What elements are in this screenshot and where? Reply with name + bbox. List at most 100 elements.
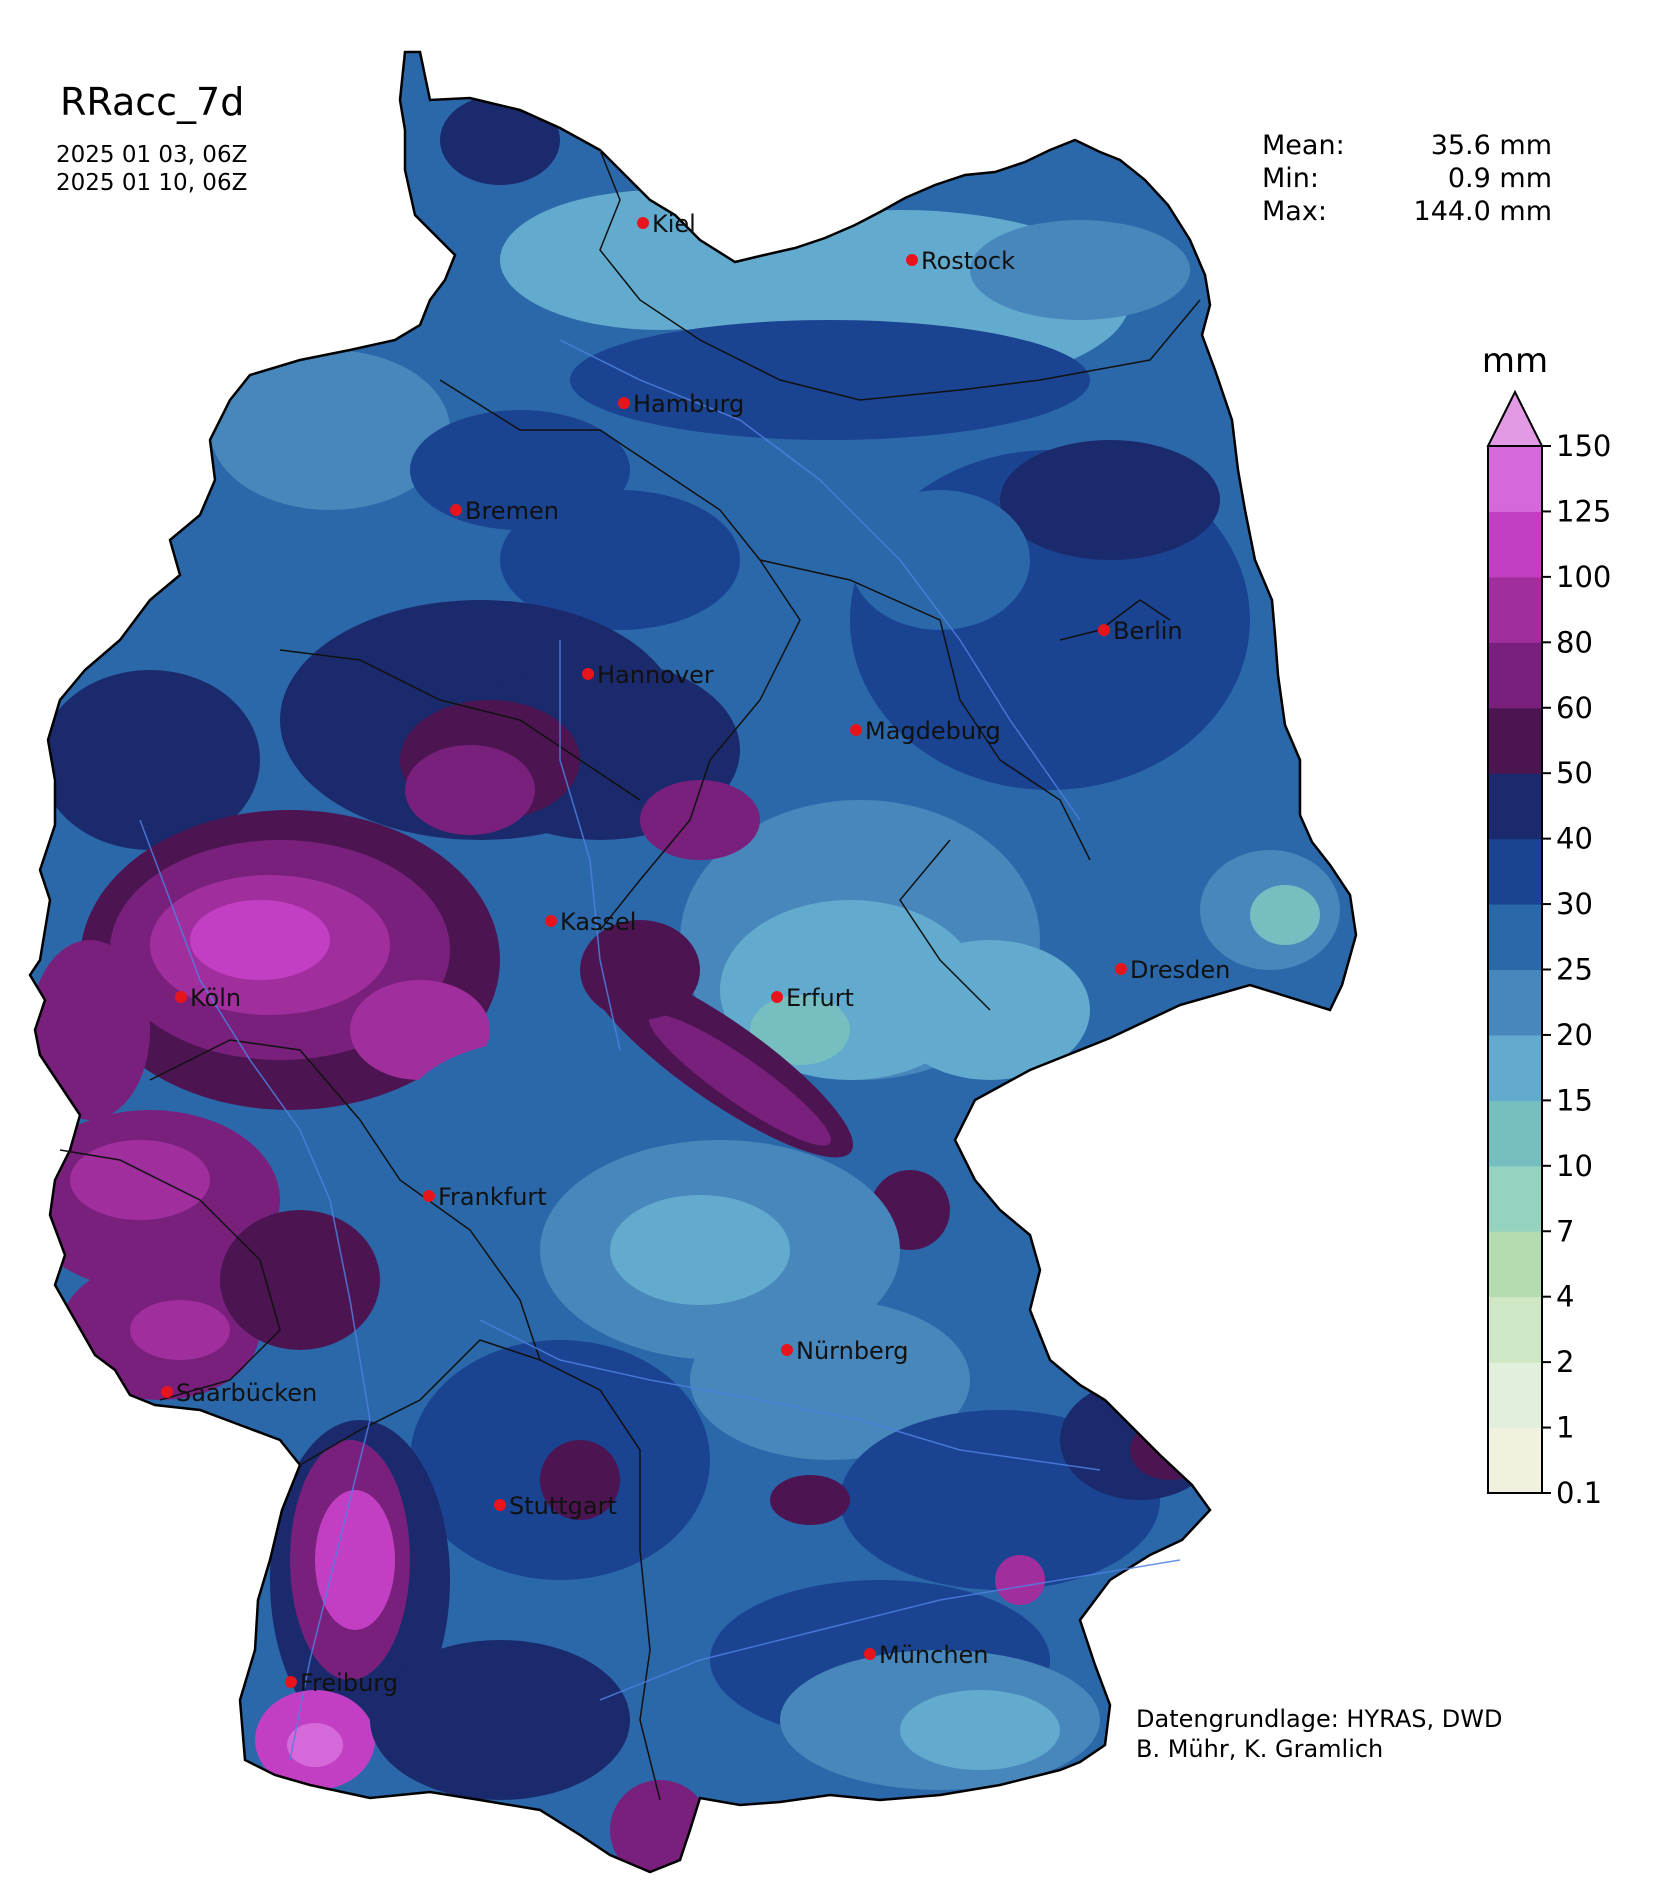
precip-patch [130,1300,230,1360]
colorbar-segment [1488,1231,1542,1298]
colorbar-tick-label: 50 [1556,756,1593,790]
city-label: Stuttgart [509,1492,617,1520]
precip-patch [315,1490,395,1630]
colorbar-segment [1488,642,1542,709]
colorbar-tick-label: 80 [1556,625,1593,659]
stat-label: Max: [1262,196,1327,227]
precip-patch [405,745,535,835]
colorbar-segment [1488,1296,1542,1363]
city-label: Berlin [1113,617,1183,645]
precip-patch [287,1723,343,1767]
city-marker [850,724,862,736]
city-label: Magdeburg [865,717,1001,745]
city-marker [582,668,594,680]
colorbar-extend-triangle [1486,389,1544,447]
colorbar-tick-label: 125 [1556,494,1611,528]
city-label: Freiburg [300,1669,398,1697]
city-marker [906,254,918,266]
city-marker [450,504,462,516]
city-marker [637,217,649,229]
precip-patch [40,670,260,850]
precip-patch [770,1475,850,1525]
city-label: Erfurt [786,984,854,1012]
colorbar-tick-label: 10 [1556,1149,1593,1183]
state-borders [59,149,1201,1801]
colorbar-segment [1488,1362,1542,1429]
stat-label: Min: [1262,163,1320,194]
precip-patch [610,1780,710,1872]
precip-patch [400,1040,680,1200]
colorbar-tick-label: 20 [1556,1018,1593,1052]
city-label: Bremen [465,497,559,525]
precip-patch [690,1300,970,1460]
colorbar-segment [1488,576,1542,643]
colorbar-segment [1488,1100,1542,1167]
precip-patch [370,1640,630,1800]
colorbar-segment [1488,1034,1542,1101]
precip-patch [649,1014,831,1146]
precip-patch [995,1555,1045,1605]
stat-mean: Mean: 35.6 mm [1262,130,1552,163]
city-marker [618,397,630,409]
colorbar-tick-label: 1 [1556,1411,1574,1445]
colorbar-tick-label: 0.1 [1556,1476,1602,1510]
precip-patch [900,1690,1060,1770]
city-label: München [879,1641,989,1669]
colorbar-tick-label: 150 [1556,429,1611,463]
city-marker [1115,963,1127,975]
colorbar-segment [1488,511,1542,578]
city-marker [864,1648,876,1660]
precip-patch [1130,1420,1210,1480]
colorbar-segment [1488,1427,1542,1494]
stat-value: 35.6 mm [1430,130,1552,161]
city-label: Dresden [1130,956,1230,984]
stat-max: Max: 144.0 mm [1262,196,1552,229]
precip-patch [850,490,1030,630]
stat-label: Mean: [1262,130,1345,161]
precip-patch [580,920,700,1020]
city-label: Rostock [921,247,1015,275]
city-marker [161,1386,173,1398]
colorbar-unit: mm [1482,341,1548,381]
colorbar-tick-label: 7 [1556,1214,1574,1248]
precip-patch [640,780,760,860]
precip-patch [30,940,150,1120]
precip-patch [500,490,740,630]
statistics-panel: Mean: 35.6 mm Min: 0.9 mm Max: 144.0 mm [1262,130,1552,229]
colorbar: 0.1 1 2 4 7 10 15 20 25 30 40 50 60 80 100 125 150 mm [1482,341,1611,1510]
colorbar-tick-label: 60 [1556,691,1593,725]
city-marker [1098,624,1110,636]
colorbar-segment [1488,1165,1542,1232]
city-label: Köln [190,984,241,1012]
precip-patch [970,220,1190,320]
colorbar-segment [1488,446,1542,512]
city-marker [175,991,187,1003]
map-title: RRacc_7d [60,80,245,124]
cities-layer: Kiel Rostock Hamburg Bremen Berlin Hannover Ma… [161,210,1230,1697]
city-label: Hannover [597,661,714,689]
colorbar-segment [1488,707,1542,774]
colorbar-tick-label: 30 [1556,887,1593,921]
precip-patch [440,95,560,185]
precip-patch [750,995,850,1065]
stat-min: Min: 0.9 mm [1262,163,1552,196]
precip-patch [1000,440,1220,560]
precip-patch [190,900,330,980]
precip-patch [350,980,490,1080]
precip-patch [70,1140,210,1220]
precip-patch [210,350,450,510]
colorbar-segment [1488,773,1542,840]
precip-patch [220,1210,380,1350]
stat-value: 144.0 mm [1413,196,1552,227]
colorbar-segment [1488,904,1542,970]
colorbar-tick-label: 15 [1556,1083,1593,1117]
authors: B. Mühr, K. Gramlich [1136,1735,1384,1763]
precip-patch [570,320,1090,440]
date-end: 2025 01 10, 06Z [56,170,248,196]
colorbar-segment [1488,969,1542,1036]
precip-patch [540,1440,620,1520]
precip-patch [610,1195,790,1305]
city-label: Kassel [560,908,636,936]
city-label: Kiel [652,210,696,238]
